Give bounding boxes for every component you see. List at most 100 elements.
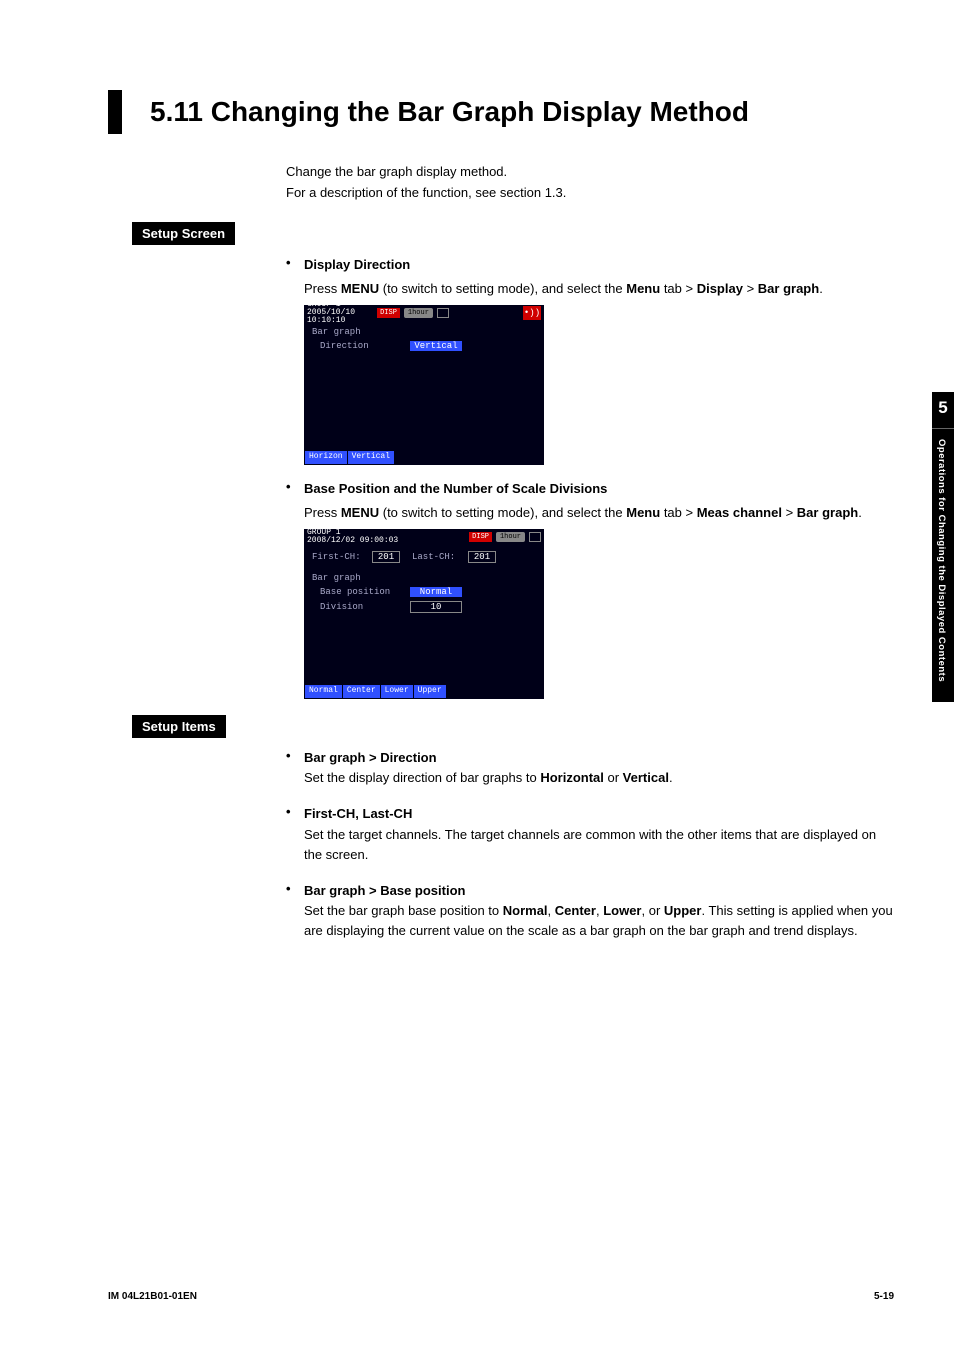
ss1-body: Bar graph Direction Vertical bbox=[304, 321, 544, 451]
menu-tab: Menu bbox=[626, 505, 660, 520]
ss1-row1-label: Bar graph bbox=[312, 327, 402, 337]
bullet-dot: • bbox=[286, 255, 304, 270]
text: tab > bbox=[660, 505, 697, 520]
footer-page-number: 5-19 bbox=[874, 1291, 894, 1302]
ss1-row2-value: Vertical bbox=[410, 341, 462, 351]
bullet-dot: • bbox=[286, 804, 304, 819]
screenshot-1: GROUP 1 2005/10/10 10:10:10 DISP 1hour •… bbox=[304, 305, 544, 465]
meas-channel: Meas channel bbox=[697, 505, 782, 520]
camera-icon bbox=[529, 532, 541, 542]
text: Set the display direction of bar graphs … bbox=[304, 770, 540, 785]
ss2-footer-btn[interactable]: Normal bbox=[305, 685, 342, 698]
page: 5.11 Changing the Bar Graph Display Meth… bbox=[0, 0, 954, 1017]
ss2-footer: Normal Center Lower Upper bbox=[304, 685, 544, 699]
normal: Normal bbox=[503, 903, 548, 918]
ss1-footer-btn[interactable]: Horizon bbox=[305, 451, 347, 464]
ss1-interval: 1hour bbox=[404, 308, 433, 318]
ss2-interval: 1hour bbox=[496, 532, 525, 542]
ss2-firstch-value[interactable]: 201 bbox=[372, 551, 400, 563]
bullet-dot: • bbox=[286, 881, 304, 896]
ss1-row2-label: Direction bbox=[320, 341, 410, 351]
ss2-lastch-label: Last-CH: bbox=[412, 552, 468, 562]
item-firstch-text: Set the target channels. The target chan… bbox=[304, 827, 876, 862]
display-direction-text: Press MENU (to switch to setting mode), … bbox=[304, 279, 894, 299]
item-baseposition: • Bar graph > Base position Set the bar … bbox=[286, 881, 894, 941]
item-baseposition-head: Bar graph > Base position bbox=[304, 883, 465, 898]
bar-graph: Bar graph bbox=[797, 505, 858, 520]
text: , or bbox=[642, 903, 664, 918]
ss1-footer-btn[interactable]: Vertical bbox=[348, 451, 394, 464]
setup-items-label: Setup Items bbox=[132, 715, 226, 738]
text: (to switch to setting mode), and select … bbox=[379, 281, 626, 296]
ss2-disp-badge: DISP bbox=[469, 532, 492, 542]
ss2-footer-btn[interactable]: Upper bbox=[414, 685, 446, 698]
ss2-row2-value: Normal bbox=[410, 587, 462, 597]
sound-icon: •)) bbox=[523, 306, 541, 320]
base-position-text: Press MENU (to switch to setting mode), … bbox=[304, 503, 894, 523]
intro-line-1: Change the bar graph display method. bbox=[286, 162, 894, 183]
ss2-firstch-label: First-CH: bbox=[312, 552, 372, 562]
text: or bbox=[604, 770, 623, 785]
title-marker bbox=[108, 90, 122, 134]
text: > bbox=[743, 281, 758, 296]
bar-graph: Bar graph bbox=[758, 281, 819, 296]
screenshot-2: GROUP 1 2008/12/02 09:00:03 DISP 1hour F… bbox=[304, 529, 544, 699]
ss2-datetime: 2008/12/02 09:00:03 bbox=[307, 537, 465, 545]
text: tab > bbox=[660, 281, 697, 296]
bullet-dot: • bbox=[286, 479, 304, 494]
upper: Upper bbox=[664, 903, 702, 918]
text: Press bbox=[304, 281, 341, 296]
vertical: Vertical bbox=[623, 770, 669, 785]
display-direction-block: • Display Direction Press MENU (to switc… bbox=[286, 255, 894, 700]
ss1-group: GROUP 1 2005/10/10 10:10:10 bbox=[307, 301, 373, 325]
text: . bbox=[858, 505, 862, 520]
menu-key: MENU bbox=[341, 505, 379, 520]
ss2-footer-btn[interactable]: Center bbox=[343, 685, 380, 698]
ss2-group: GROUP 1 2008/12/02 09:00:03 bbox=[307, 529, 465, 545]
chapter-tab: 5 Operations for Changing the Displayed … bbox=[932, 392, 954, 702]
camera-icon bbox=[437, 308, 449, 318]
chapter-number: 5 bbox=[932, 392, 954, 429]
ss2-body: First-CH: 201 Last-CH: 201 Bar graph Bas… bbox=[304, 545, 544, 685]
setup-items-block: • Bar graph > Direction Set the display … bbox=[286, 748, 894, 941]
text: > bbox=[782, 505, 797, 520]
item-firstch-head: First-CH, Last-CH bbox=[304, 806, 412, 821]
ss1-top-bar: GROUP 1 2005/10/10 10:10:10 DISP 1hour •… bbox=[304, 305, 544, 321]
ss2-row3-label: Division bbox=[320, 602, 410, 612]
title-text: 5.11 Changing the Bar Graph Display Meth… bbox=[150, 90, 749, 134]
bullet-dot: • bbox=[286, 748, 304, 763]
ss2-lastch-value[interactable]: 201 bbox=[468, 551, 496, 563]
intro-block: Change the bar graph display method. For… bbox=[286, 162, 894, 204]
section-title: 5.11 Changing the Bar Graph Display Meth… bbox=[108, 90, 894, 134]
ss1-disp-badge: DISP bbox=[377, 308, 400, 318]
lower: Lower bbox=[603, 903, 641, 918]
horizontal: Horizontal bbox=[540, 770, 604, 785]
ss2-row3-value[interactable]: 10 bbox=[410, 601, 462, 613]
menu-key: MENU bbox=[341, 281, 379, 296]
ss1-datetime: 2005/10/10 10:10:10 bbox=[307, 309, 373, 325]
menu-tab: Menu bbox=[626, 281, 660, 296]
ss2-footer-btn[interactable]: Lower bbox=[381, 685, 413, 698]
footer-doc-id: IM 04L21B01-01EN bbox=[108, 1291, 197, 1302]
center: Center bbox=[555, 903, 596, 918]
text: . bbox=[669, 770, 673, 785]
text: (to switch to setting mode), and select … bbox=[379, 505, 626, 520]
display: Display bbox=[697, 281, 743, 296]
text: , bbox=[548, 903, 555, 918]
bullet-base-position: • Base Position and the Number of Scale … bbox=[286, 479, 894, 499]
item-direction: • Bar graph > Direction Set the display … bbox=[286, 748, 894, 788]
chapter-title: Operations for Changing the Displayed Co… bbox=[932, 429, 951, 692]
intro-line-2: For a description of the function, see s… bbox=[286, 183, 894, 204]
item-direction-head: Bar graph > Direction bbox=[304, 750, 437, 765]
bullet-display-direction: • Display Direction bbox=[286, 255, 894, 275]
text: Press bbox=[304, 505, 341, 520]
heading-base-position: Base Position and the Number of Scale Di… bbox=[304, 481, 607, 496]
ss2-top-bar: GROUP 1 2008/12/02 09:00:03 DISP 1hour bbox=[304, 529, 544, 545]
item-firstch: • First-CH, Last-CH Set the target chann… bbox=[286, 804, 894, 864]
ss1-footer: Horizon Vertical bbox=[304, 451, 544, 465]
page-footer: IM 04L21B01-01EN 5-19 bbox=[108, 1291, 894, 1302]
ss2-row2-label: Base position bbox=[320, 587, 410, 597]
heading-display-direction: Display Direction bbox=[304, 257, 410, 272]
ss2-row1-label: Bar graph bbox=[312, 573, 402, 583]
text: . bbox=[819, 281, 823, 296]
